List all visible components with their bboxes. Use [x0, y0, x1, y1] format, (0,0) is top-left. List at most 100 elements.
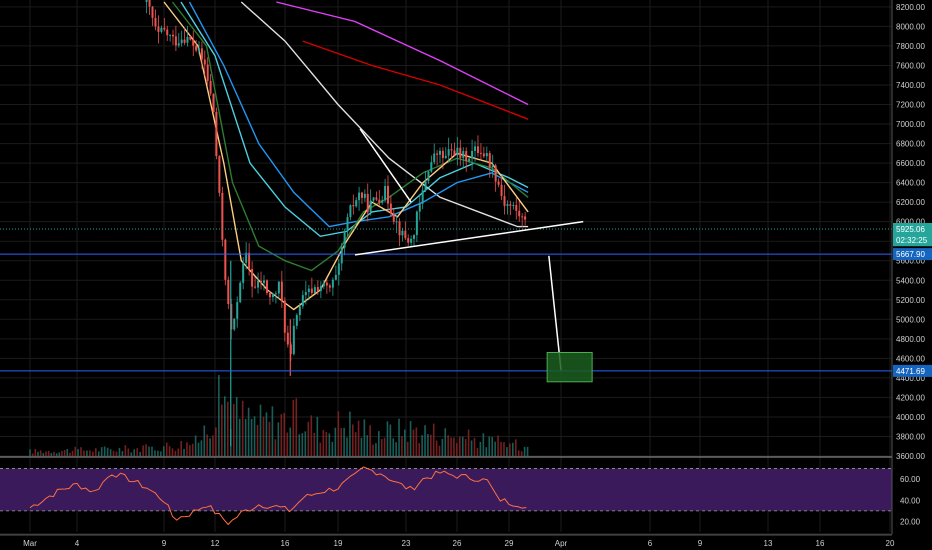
- time-tick-label: Apr: [555, 539, 568, 548]
- candle-body: [521, 216, 524, 218]
- volume-bar: [174, 450, 177, 456]
- moving-average-line: [188, 1, 529, 228]
- candle-body: [500, 184, 503, 196]
- price-badge-label: 5925.06: [896, 225, 925, 234]
- candle-body: [360, 192, 363, 198]
- candle-body: [439, 150, 441, 155]
- volume-bar: [186, 442, 188, 456]
- volume-bar: [277, 422, 280, 456]
- candle-body: [515, 205, 518, 211]
- volume-bar: [142, 445, 144, 456]
- trendline-drawing[interactable]: [548, 255, 562, 371]
- price-badge[interactable]: [893, 364, 932, 377]
- trendline-drawing[interactable]: [359, 128, 412, 203]
- volume-bar: [456, 443, 458, 456]
- volume-bar: [89, 450, 91, 456]
- candle-body: [245, 252, 248, 263]
- candle-body: [227, 279, 230, 305]
- volume-bar: [86, 450, 88, 456]
- volume-bar: [523, 446, 526, 456]
- volume-bar: [301, 433, 304, 456]
- candle-body: [154, 17, 157, 27]
- volume-bar: [209, 438, 211, 456]
- volume-bar: [265, 412, 268, 456]
- volume-bar: [34, 449, 37, 456]
- volume-bar: [145, 444, 147, 456]
- volume-bar: [221, 404, 223, 456]
- volume-bar: [171, 448, 174, 456]
- candle-body: [192, 39, 195, 46]
- volume-bar: [115, 451, 118, 456]
- volume-bar: [340, 428, 343, 456]
- volume-bar: [427, 434, 429, 456]
- volume-bar: [289, 427, 292, 456]
- volume-bar: [235, 397, 238, 456]
- price-axis-background: [892, 0, 932, 550]
- volume-bar: [464, 439, 467, 456]
- price-tick-label: 4200.00: [896, 393, 925, 402]
- volume-bar: [271, 406, 274, 456]
- rsi-tick-label: 40.00: [900, 496, 921, 505]
- candle-body: [456, 147, 459, 156]
- volume-bar: [512, 442, 514, 456]
- rsi-line: [29, 466, 527, 526]
- volume-bar: [283, 413, 286, 456]
- candle-body: [436, 153, 439, 155]
- time-tick-label: 16: [816, 539, 825, 548]
- candle-body: [389, 203, 392, 214]
- price-badge-label: 02:32:25: [896, 236, 928, 245]
- volume-bar: [392, 438, 395, 456]
- candle-body: [313, 287, 316, 294]
- price-tick-label: 4800.00: [896, 335, 925, 344]
- candle-body: [424, 181, 427, 191]
- candle-body: [160, 27, 163, 32]
- moving-average-line: [302, 40, 529, 120]
- volume-bar: [259, 404, 262, 456]
- volume-bar: [378, 431, 380, 456]
- volume-bar: [430, 434, 432, 456]
- candle-body: [268, 292, 271, 298]
- candle-body: [343, 231, 346, 248]
- volume-bar: [133, 449, 136, 456]
- candle-body: [174, 36, 177, 46]
- volume-bar: [253, 416, 256, 456]
- candle-body: [358, 192, 361, 201]
- price-tick-label: 5200.00: [896, 296, 925, 305]
- candle-body: [239, 282, 242, 303]
- volume-bar: [241, 400, 244, 456]
- candle-body: [319, 286, 322, 292]
- volume-bar: [325, 431, 328, 456]
- candle-body: [310, 288, 313, 294]
- volume-bar: [42, 453, 45, 456]
- price-badge[interactable]: [893, 222, 932, 235]
- volume-bar: [58, 452, 61, 456]
- price-tick-label: 6200.00: [896, 198, 925, 207]
- target-box-drawing[interactable]: [546, 352, 593, 383]
- candle-body: [304, 292, 307, 296]
- price-badge[interactable]: [893, 248, 932, 261]
- volume-bar: [421, 435, 423, 456]
- volume-bar: [395, 442, 397, 456]
- volume-bar: [349, 411, 351, 456]
- trendline-drawing[interactable]: [354, 220, 584, 256]
- candle-body: [209, 80, 212, 94]
- volume-bar: [31, 453, 34, 456]
- volume-bar: [39, 450, 42, 456]
- volume-bar: [310, 415, 313, 456]
- candle-body: [497, 181, 500, 185]
- time-tick-label: 12: [211, 539, 220, 548]
- volume-bar: [503, 442, 505, 456]
- volume-bar: [473, 437, 476, 456]
- candle-body: [392, 213, 395, 222]
- candle-body: [301, 295, 304, 307]
- candle-body: [349, 205, 352, 218]
- candle-body: [292, 325, 295, 355]
- volume-bar: [488, 436, 491, 456]
- price-badge[interactable]: [893, 234, 932, 247]
- candle-body: [506, 204, 509, 206]
- time-tick-label: 6: [648, 539, 653, 548]
- candle-body: [263, 280, 265, 284]
- candle-body: [183, 39, 186, 43]
